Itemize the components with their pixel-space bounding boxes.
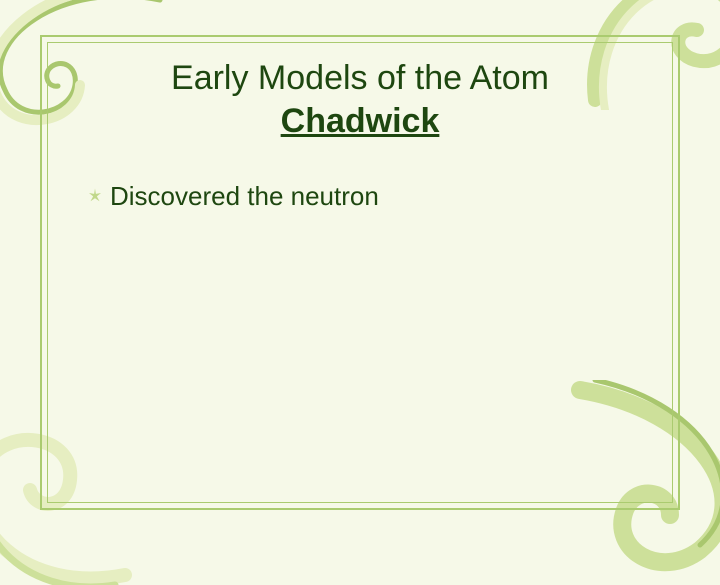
bullet-list: Discovered the neutron	[82, 181, 638, 212]
bullet-text: Discovered the neutron	[110, 181, 379, 212]
slide-content: Early Models of the Atom Chadwick Discov…	[42, 37, 678, 232]
slide-subtitle: Chadwick	[82, 102, 638, 141]
list-item: Discovered the neutron	[86, 181, 638, 212]
star-bullet-icon	[86, 187, 104, 205]
slide-frame: Early Models of the Atom Chadwick Discov…	[40, 35, 680, 510]
slide-title: Early Models of the Atom	[82, 57, 638, 100]
